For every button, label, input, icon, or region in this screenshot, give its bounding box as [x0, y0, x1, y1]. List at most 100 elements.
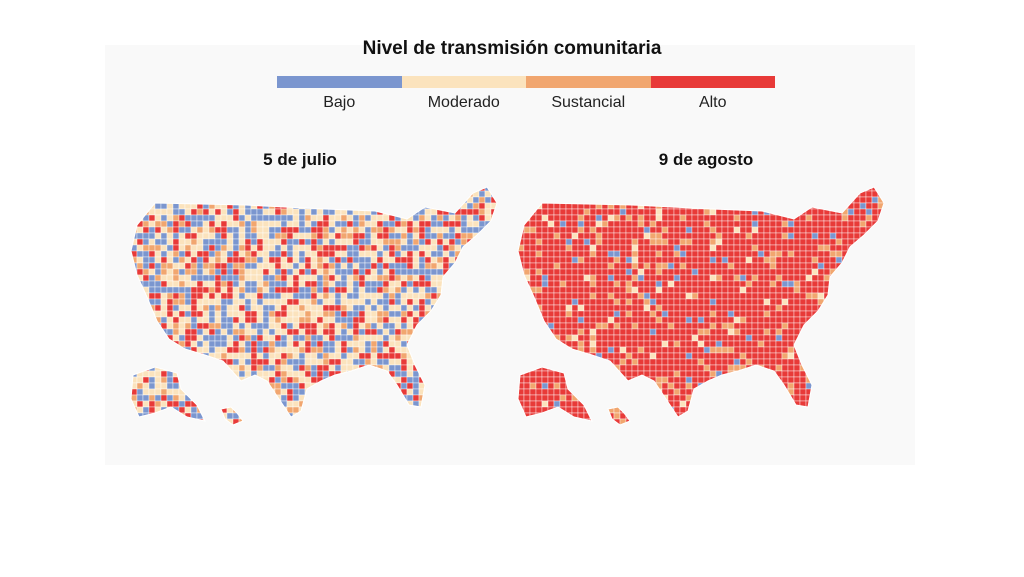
county-cell	[256, 352, 264, 360]
county-cell	[274, 202, 282, 210]
county-cell	[131, 196, 132, 204]
county-cell	[238, 334, 246, 342]
county-cell	[160, 190, 168, 198]
county-cell	[559, 346, 567, 354]
county-cell	[503, 269, 509, 275]
county-cell	[430, 292, 438, 300]
county-cell	[553, 298, 561, 306]
county-cell	[673, 232, 681, 240]
county-cell	[739, 256, 747, 264]
county-cell	[400, 187, 408, 192]
county-cell	[352, 196, 360, 204]
county-cell	[496, 394, 497, 402]
county-cell	[577, 220, 585, 228]
county-cell	[316, 310, 324, 318]
county-cell	[661, 274, 669, 282]
county-cell	[352, 376, 360, 384]
county-cell	[787, 370, 795, 378]
county-cell	[751, 334, 759, 342]
county-cell	[745, 292, 753, 300]
county-cell	[896, 359, 897, 365]
county-cell	[131, 328, 138, 336]
county-cell	[679, 358, 687, 366]
county-cell	[503, 347, 509, 353]
county-cell	[547, 238, 555, 246]
county-cell	[280, 208, 288, 216]
county-cell	[154, 400, 162, 408]
county-cell	[685, 214, 693, 222]
county-cell	[220, 292, 228, 300]
county-cell	[250, 262, 258, 270]
county-cell	[196, 316, 204, 324]
county-cell	[529, 268, 537, 276]
county-cell	[178, 262, 186, 270]
county-cell	[896, 209, 897, 215]
county-cell	[877, 262, 884, 270]
county-cell	[268, 400, 276, 408]
county-cell	[298, 262, 306, 270]
county-cell	[292, 262, 300, 270]
county-cell	[454, 322, 462, 330]
county-cell	[757, 232, 765, 240]
county-cell	[745, 214, 753, 222]
county-cell	[322, 214, 330, 222]
county-cell	[619, 358, 627, 366]
county-cell	[613, 376, 621, 384]
county-cell	[472, 328, 480, 336]
county-cell	[472, 424, 480, 425]
county-cell	[835, 274, 843, 282]
county-cell	[589, 238, 597, 246]
county-cell	[298, 187, 306, 192]
county-cell	[583, 280, 591, 288]
county-cell	[673, 208, 681, 216]
county-cell	[184, 400, 192, 408]
county-cell	[220, 340, 228, 348]
county-cell	[370, 250, 378, 258]
county-cell	[262, 358, 270, 366]
county-cell	[541, 298, 549, 306]
county-cell	[631, 214, 639, 222]
county-cell	[890, 323, 896, 329]
county-cell	[829, 244, 837, 252]
county-cell	[509, 209, 510, 215]
county-cell	[298, 286, 306, 294]
county-cell	[655, 256, 663, 264]
county-cell	[466, 256, 474, 264]
county-cell	[286, 202, 294, 210]
county-cell	[382, 262, 390, 270]
legend-label-moderado: Moderado	[427, 94, 500, 111]
county-cell	[853, 340, 861, 348]
county-cell	[172, 328, 180, 336]
county-cell	[388, 190, 396, 198]
county-cell	[709, 196, 717, 204]
county-cell	[721, 232, 729, 240]
county-cell	[890, 347, 896, 353]
county-cell	[172, 412, 180, 420]
county-cell	[472, 310, 480, 318]
county-cell	[745, 316, 753, 324]
county-cell	[661, 250, 669, 258]
county-cell	[835, 316, 843, 324]
county-cell	[262, 370, 270, 378]
county-cell	[334, 274, 342, 282]
county-cell	[292, 280, 300, 288]
county-cell	[364, 298, 372, 306]
county-cell	[406, 202, 414, 210]
county-cell	[553, 316, 561, 324]
county-cell	[160, 370, 168, 378]
county-cell	[745, 190, 753, 198]
county-cell	[262, 256, 270, 264]
county-cell	[244, 286, 252, 294]
county-cell	[817, 187, 825, 192]
county-cell	[274, 214, 282, 222]
legend-labels: Bajo Moderado Sustancial Alto	[277, 94, 775, 112]
county-cell	[745, 334, 753, 342]
county-cell	[509, 347, 510, 353]
county-cell	[685, 256, 693, 264]
county-cell	[715, 268, 723, 276]
county-cell	[667, 202, 675, 210]
county-cell	[208, 334, 216, 342]
county-cell	[613, 256, 621, 264]
county-cell	[757, 286, 765, 294]
county-cell	[518, 346, 519, 354]
